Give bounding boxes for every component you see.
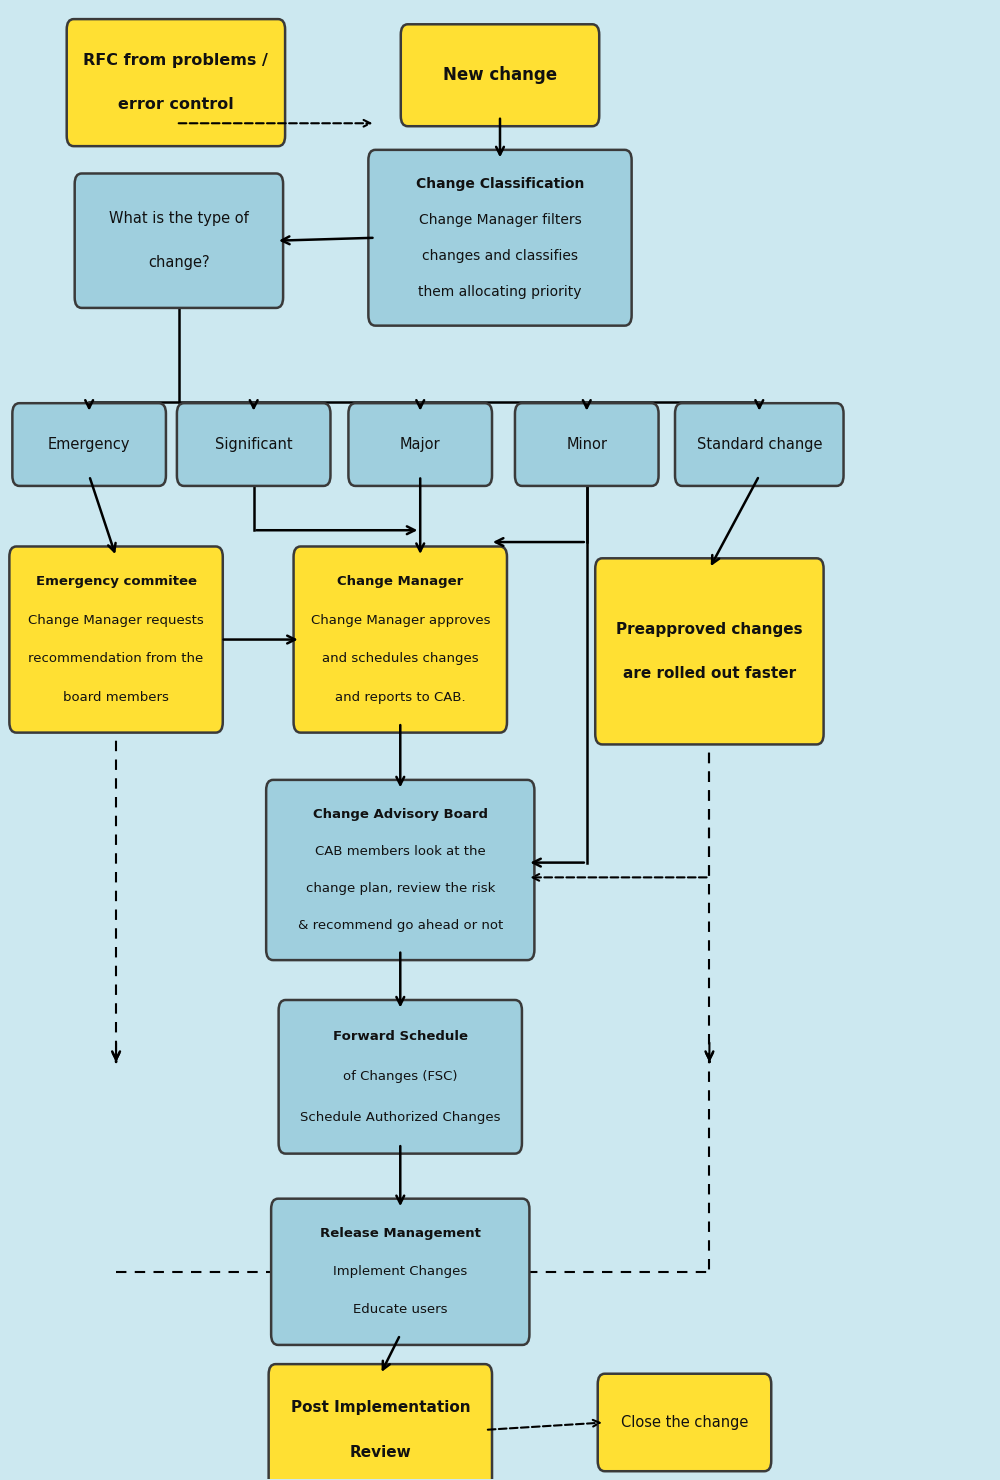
FancyBboxPatch shape bbox=[271, 1199, 529, 1345]
Text: and schedules changes: and schedules changes bbox=[322, 653, 479, 666]
FancyBboxPatch shape bbox=[12, 403, 166, 485]
FancyBboxPatch shape bbox=[401, 24, 599, 126]
Text: Schedule Authorized Changes: Schedule Authorized Changes bbox=[300, 1110, 501, 1123]
Text: Change Manager: Change Manager bbox=[337, 576, 463, 589]
Text: RFC from problems /: RFC from problems / bbox=[83, 53, 268, 68]
Text: change plan, review the risk: change plan, review the risk bbox=[306, 882, 495, 895]
Text: board members: board members bbox=[63, 691, 169, 704]
Text: Educate users: Educate users bbox=[353, 1304, 448, 1316]
FancyBboxPatch shape bbox=[269, 1365, 492, 1480]
Text: Minor: Minor bbox=[566, 437, 607, 451]
Text: them allocating priority: them allocating priority bbox=[418, 284, 582, 299]
Text: Review: Review bbox=[349, 1444, 411, 1459]
Text: Emergency commitee: Emergency commitee bbox=[36, 576, 197, 589]
FancyBboxPatch shape bbox=[598, 1373, 771, 1471]
Text: Emergency: Emergency bbox=[48, 437, 130, 451]
Text: and reports to CAB.: and reports to CAB. bbox=[335, 691, 466, 704]
Text: Change Classification: Change Classification bbox=[416, 176, 584, 191]
FancyBboxPatch shape bbox=[595, 558, 824, 744]
Text: Release Management: Release Management bbox=[320, 1227, 481, 1240]
Text: Change Manager filters: Change Manager filters bbox=[419, 213, 581, 226]
Text: Post Implementation: Post Implementation bbox=[291, 1400, 470, 1415]
Text: error control: error control bbox=[118, 98, 234, 112]
Text: & recommend go ahead or not: & recommend go ahead or not bbox=[298, 919, 503, 932]
Text: Change Manager approves: Change Manager approves bbox=[311, 614, 490, 628]
Text: Significant: Significant bbox=[215, 437, 292, 451]
FancyBboxPatch shape bbox=[67, 19, 285, 147]
Text: Change Advisory Board: Change Advisory Board bbox=[313, 808, 488, 821]
Text: change?: change? bbox=[148, 256, 210, 271]
Text: changes and classifies: changes and classifies bbox=[422, 249, 578, 263]
Text: Forward Schedule: Forward Schedule bbox=[333, 1030, 468, 1043]
Text: Preapproved changes: Preapproved changes bbox=[616, 622, 803, 636]
Text: Implement Changes: Implement Changes bbox=[333, 1265, 467, 1279]
FancyBboxPatch shape bbox=[279, 1000, 522, 1153]
Text: of Changes (FSC): of Changes (FSC) bbox=[343, 1070, 458, 1083]
Text: Close the change: Close the change bbox=[621, 1415, 748, 1430]
Text: are rolled out faster: are rolled out faster bbox=[623, 666, 796, 681]
Text: Change Manager requests: Change Manager requests bbox=[28, 614, 204, 628]
FancyBboxPatch shape bbox=[368, 149, 632, 326]
Text: recommendation from the: recommendation from the bbox=[28, 653, 204, 666]
FancyBboxPatch shape bbox=[177, 403, 330, 485]
FancyBboxPatch shape bbox=[348, 403, 492, 485]
Text: New change: New change bbox=[443, 67, 557, 84]
FancyBboxPatch shape bbox=[294, 546, 507, 733]
FancyBboxPatch shape bbox=[675, 403, 844, 485]
FancyBboxPatch shape bbox=[515, 403, 659, 485]
Text: Standard change: Standard change bbox=[697, 437, 822, 451]
FancyBboxPatch shape bbox=[75, 173, 283, 308]
FancyBboxPatch shape bbox=[9, 546, 223, 733]
Text: CAB members look at the: CAB members look at the bbox=[315, 845, 486, 858]
Text: What is the type of: What is the type of bbox=[109, 212, 249, 226]
Text: Major: Major bbox=[400, 437, 441, 451]
FancyBboxPatch shape bbox=[266, 780, 534, 961]
